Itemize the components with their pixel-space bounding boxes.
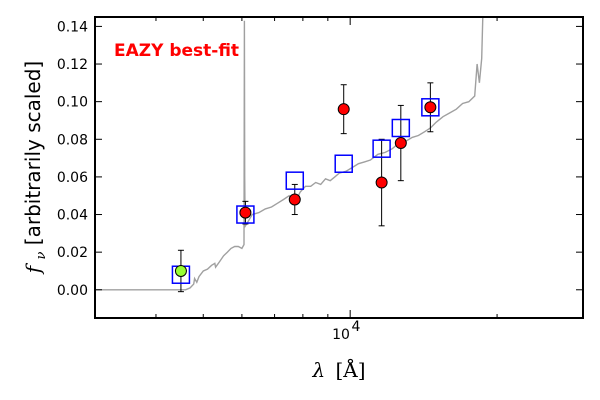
x-axis-symbol: λ bbox=[311, 358, 325, 382]
annotation-eazy: EAZY best-fit bbox=[114, 41, 239, 61]
y-tick-label: 0.12 bbox=[57, 57, 88, 73]
y-axis-subscript: ν bbox=[34, 251, 49, 259]
observed-photometry-marker bbox=[288, 193, 301, 206]
x-tick-label-major: 10 4 bbox=[332, 319, 360, 343]
x-axis-unit: [Å] bbox=[335, 357, 365, 382]
model-photometry-marker bbox=[285, 171, 305, 190]
y-tick-label: 0.08 bbox=[57, 132, 88, 148]
observed-photometry-layer bbox=[174, 101, 437, 277]
y-tick-label: 0.14 bbox=[57, 19, 88, 35]
x-axis-label: λ [Å] bbox=[311, 357, 365, 382]
model-photometry-marker bbox=[334, 154, 353, 173]
model-photometry-marker bbox=[236, 205, 255, 224]
y-tick-label: 0.10 bbox=[57, 95, 88, 111]
observed-photometry-marker bbox=[337, 103, 350, 116]
observed-photometry-marker bbox=[174, 264, 187, 277]
observed-photometry-marker bbox=[239, 206, 252, 219]
y-tick-label: 0.04 bbox=[57, 208, 88, 224]
x-tick-label-base: 10 bbox=[332, 327, 350, 343]
observed-photometry-marker bbox=[375, 176, 388, 189]
model-photometry-marker bbox=[421, 98, 440, 117]
y-axis-symbol: f bbox=[21, 262, 45, 275]
y-axis-text: [arbitrarily scaled] bbox=[21, 61, 45, 245]
model-photometry-layer bbox=[171, 98, 440, 284]
model-photometry-marker bbox=[391, 118, 411, 138]
y-tick-label: 0.06 bbox=[57, 170, 88, 186]
y-axis-label: f ν [arbitrarily scaled] bbox=[21, 61, 50, 275]
y-tick-label: 0.02 bbox=[57, 245, 88, 261]
y-tick-label: 0.00 bbox=[57, 283, 88, 299]
model-photometry-marker bbox=[372, 139, 391, 158]
observed-photometry-marker bbox=[424, 101, 437, 114]
plot-frame bbox=[94, 16, 584, 319]
errorbar-layer bbox=[177, 82, 434, 293]
x-tick-label-exponent: 4 bbox=[352, 319, 361, 335]
observed-photometry-marker bbox=[394, 137, 407, 150]
axis-ticks: 0.00 0.02 0.04 0.06 0.08 0.10 0.12 0.14 bbox=[57, 17, 584, 318]
